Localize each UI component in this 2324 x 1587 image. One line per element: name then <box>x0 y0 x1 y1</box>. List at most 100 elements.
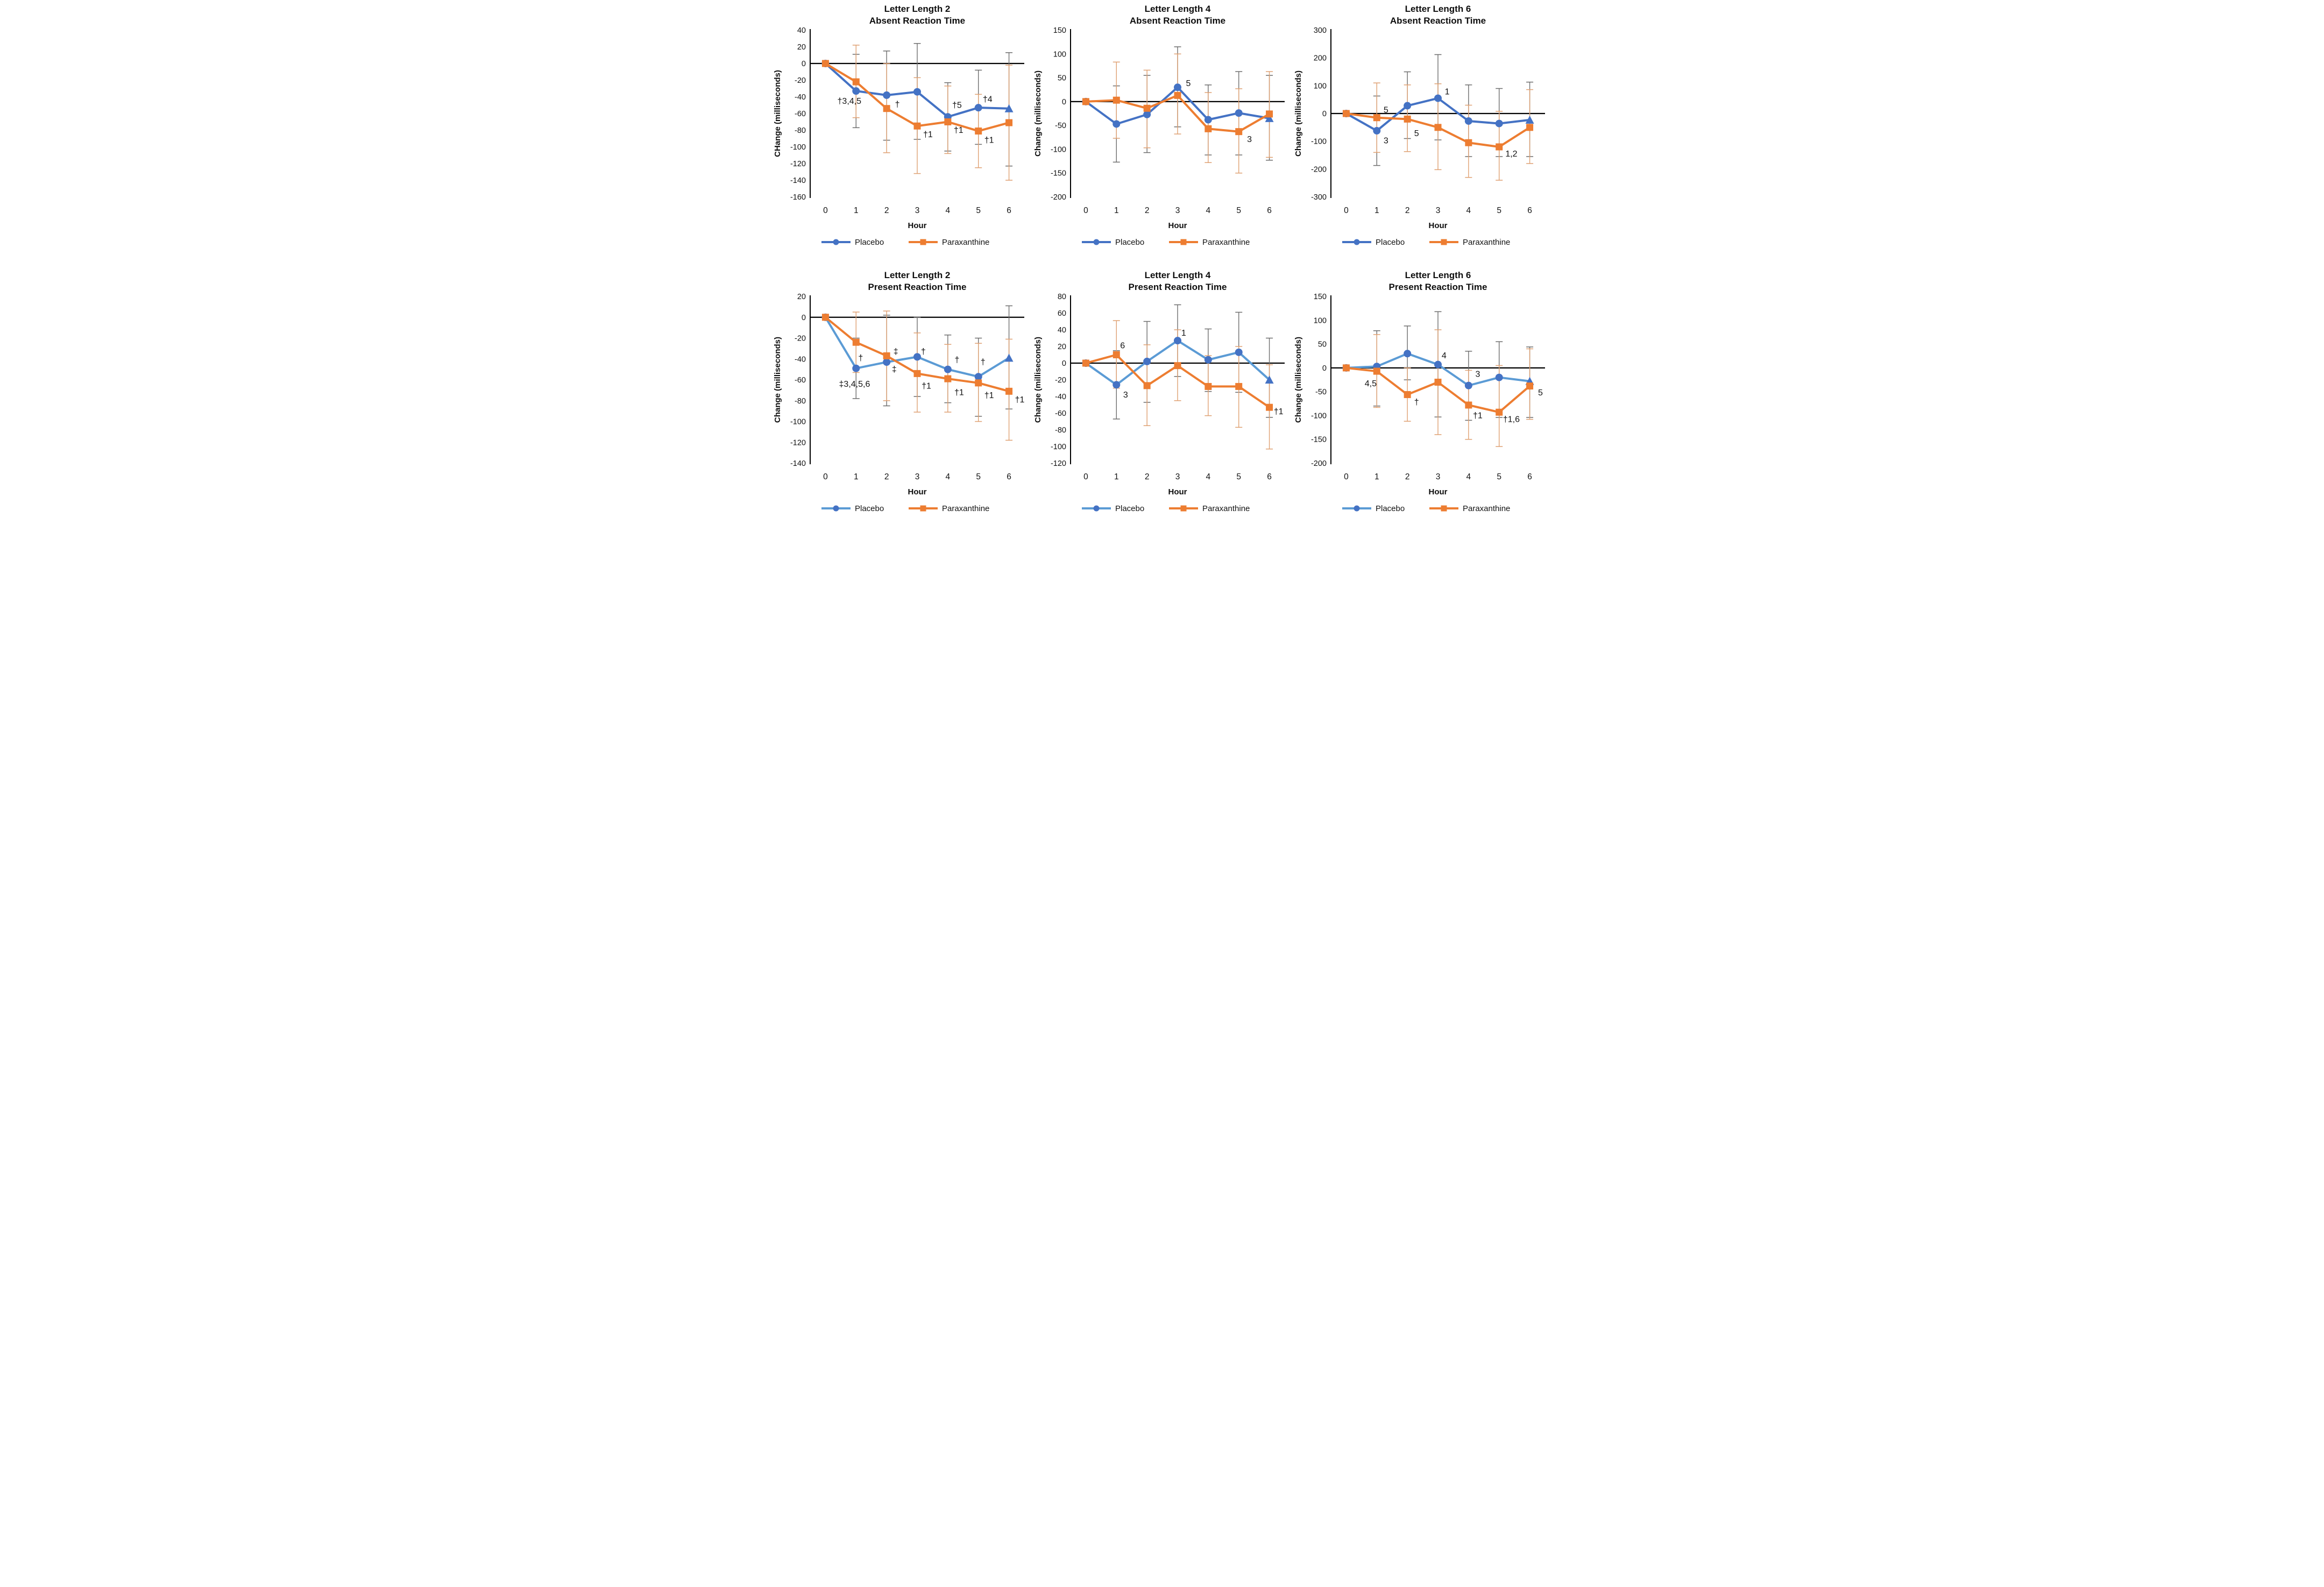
significance-annotation: † <box>895 100 900 109</box>
y-tick-label: 50 <box>1058 74 1066 83</box>
y-tick-label: 100 <box>1314 82 1327 90</box>
chart-title-line1: Letter Length 2 <box>884 4 951 14</box>
y-axis-label: Change (milliseconds) <box>1033 337 1043 423</box>
legend-item-paraxanthine: Paraxanthine <box>1169 504 1250 513</box>
marker-square <box>1526 124 1534 131</box>
y-tick-label: -60 <box>795 110 806 118</box>
y-tick-label: -100 <box>1051 145 1066 154</box>
legend-marker-square <box>1180 239 1187 245</box>
significance-annotation: 3 <box>1384 137 1388 146</box>
marker-square <box>1465 139 1472 146</box>
y-tick-label: -50 <box>1055 122 1066 130</box>
significance-annotation: †1 <box>1015 395 1025 405</box>
chart-title-line2: Present Reaction Time <box>1389 282 1487 292</box>
marker-square <box>821 60 829 67</box>
marker-circle <box>944 365 952 373</box>
marker-circle <box>1204 116 1212 124</box>
legend-item-placebo: Placebo <box>1082 504 1144 513</box>
y-axis-label: Change (milliseconds) <box>773 337 782 423</box>
significance-annotation: †1,6 <box>1503 415 1520 424</box>
legend-label: Placebo <box>1115 504 1144 513</box>
legend-item-paraxanthine: Paraxanthine <box>1429 504 1510 513</box>
y-axis-label: Change (milliseconds) <box>1033 70 1043 157</box>
y-tick-label: 100 <box>1314 316 1327 325</box>
x-tick-label: 3 <box>1175 472 1180 481</box>
x-tick-label: 3 <box>1436 472 1441 481</box>
legend-item-paraxanthine: Paraxanthine <box>1429 238 1510 247</box>
marker-square <box>1526 382 1534 390</box>
x-tick-label: 5 <box>976 472 981 481</box>
marker-circle <box>1434 360 1442 369</box>
significance-annotation: 3 <box>1123 391 1128 400</box>
significance-annotation: 4,5 <box>1365 379 1377 388</box>
marker-triangle <box>1265 376 1274 384</box>
significance-annotation: †1 <box>923 130 933 139</box>
marker-square <box>975 379 982 387</box>
y-tick-label: -150 <box>1051 169 1066 178</box>
y-tick-label: -40 <box>1055 393 1066 401</box>
marker-square <box>1465 401 1472 409</box>
significance-annotation: 4 <box>1442 351 1447 360</box>
significance-annotation: 5 <box>1384 105 1388 115</box>
marker-square <box>1174 91 1181 99</box>
x-tick-label: 1 <box>1114 206 1119 215</box>
chart-title-line2: Present Reaction Time <box>1129 282 1227 292</box>
y-tick-label: 20 <box>1058 343 1066 351</box>
marker-circle <box>852 87 860 95</box>
legend-marker-square <box>1180 505 1187 512</box>
y-tick-label: -300 <box>1311 193 1327 202</box>
legend-marker-square <box>920 505 926 512</box>
marker-square <box>1143 104 1151 112</box>
marker-square <box>913 122 921 130</box>
marker-circle <box>1174 83 1181 91</box>
marker-circle <box>1174 337 1181 345</box>
significance-annotation: 1 <box>1445 88 1450 97</box>
marker-circle <box>883 358 891 366</box>
significance-annotation: † <box>954 356 959 365</box>
marker-circle <box>1235 348 1243 356</box>
marker-circle <box>1113 120 1121 128</box>
legend-item-placebo: Placebo <box>821 504 884 513</box>
x-tick-label: 4 <box>946 206 951 215</box>
x-tick-label: 2 <box>1145 206 1150 215</box>
chart-title-line1: Letter Length 2 <box>884 270 951 280</box>
y-tick-label: -120 <box>790 160 806 168</box>
marker-circle <box>1495 373 1503 381</box>
y-tick-label: 150 <box>1053 26 1066 35</box>
y-tick-label: -200 <box>1051 193 1066 202</box>
marker-square <box>1404 391 1411 398</box>
significance-annotation: 5 <box>1414 129 1419 138</box>
x-tick-label: 2 <box>1405 472 1410 481</box>
y-tick-label: 0 <box>1322 110 1327 118</box>
x-tick-label: 2 <box>884 206 889 215</box>
x-tick-label: 5 <box>1236 206 1241 215</box>
x-tick-label: 6 <box>1267 206 1272 215</box>
y-tick-label: -40 <box>795 355 806 364</box>
legend-label: Paraxanthine <box>1202 504 1250 513</box>
x-tick-label: 6 <box>1007 472 1011 481</box>
x-tick-label: 1 <box>854 472 859 481</box>
marker-square <box>1266 403 1273 411</box>
significance-annotation: † <box>981 358 986 367</box>
marker-circle <box>913 88 921 96</box>
x-tick-label: 2 <box>1405 206 1410 215</box>
marker-square <box>852 338 860 346</box>
x-tick-label: 3 <box>915 472 920 481</box>
legend-label: Placebo <box>1376 504 1405 513</box>
figure-grid: Letter Length 2 Absent Reaction Time 40 20 0… <box>771 0 1553 533</box>
legend-marker-circle <box>1093 505 1100 512</box>
x-axis-label: Hour <box>1168 487 1187 497</box>
marker-square <box>1404 115 1411 123</box>
significance-annotation: ‡3,4,5,6 <box>839 380 870 389</box>
legend-label: Placebo <box>1376 238 1405 247</box>
marker-square <box>1434 124 1442 131</box>
marker-circle <box>1235 109 1243 117</box>
legend-marker-square <box>1441 505 1447 512</box>
marker-square <box>1204 125 1212 132</box>
x-tick-label: 5 <box>1497 472 1501 481</box>
significance-annotation: † <box>1414 398 1419 407</box>
x-tick-label: 0 <box>823 472 828 481</box>
marker-square <box>1373 367 1380 375</box>
marker-circle <box>1204 356 1212 364</box>
